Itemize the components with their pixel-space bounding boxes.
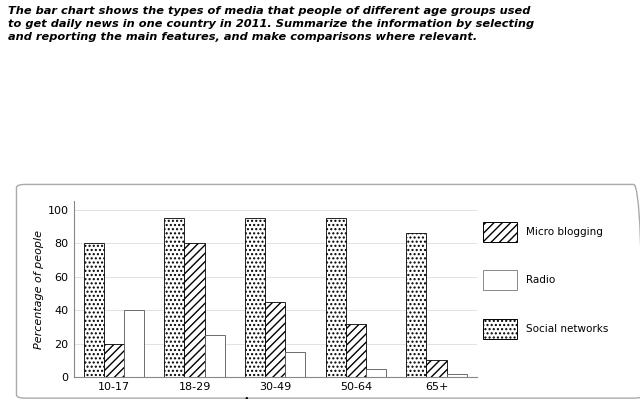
Bar <box>164 218 184 377</box>
Bar <box>285 352 305 377</box>
Bar <box>104 344 124 377</box>
Bar <box>326 218 346 377</box>
Bar <box>205 335 225 377</box>
Text: Micro blogging: Micro blogging <box>526 227 603 237</box>
Bar <box>447 374 467 377</box>
Bar <box>366 369 386 377</box>
Bar <box>124 310 144 377</box>
Bar <box>483 271 517 290</box>
X-axis label: Age groups: Age groups <box>241 396 309 399</box>
Bar <box>406 233 426 377</box>
Text: Radio: Radio <box>526 275 555 285</box>
Bar <box>426 360 447 377</box>
Bar <box>245 218 265 377</box>
Bar <box>483 222 517 241</box>
Text: Social networks: Social networks <box>526 324 608 334</box>
Y-axis label: Percentage of people: Percentage of people <box>33 230 44 349</box>
Bar <box>483 319 517 338</box>
Bar <box>184 243 205 377</box>
Bar <box>265 302 285 377</box>
Bar <box>346 324 366 377</box>
Bar <box>84 243 104 377</box>
Text: The bar chart shows the types of media that people of different age groups used
: The bar chart shows the types of media t… <box>8 6 534 42</box>
